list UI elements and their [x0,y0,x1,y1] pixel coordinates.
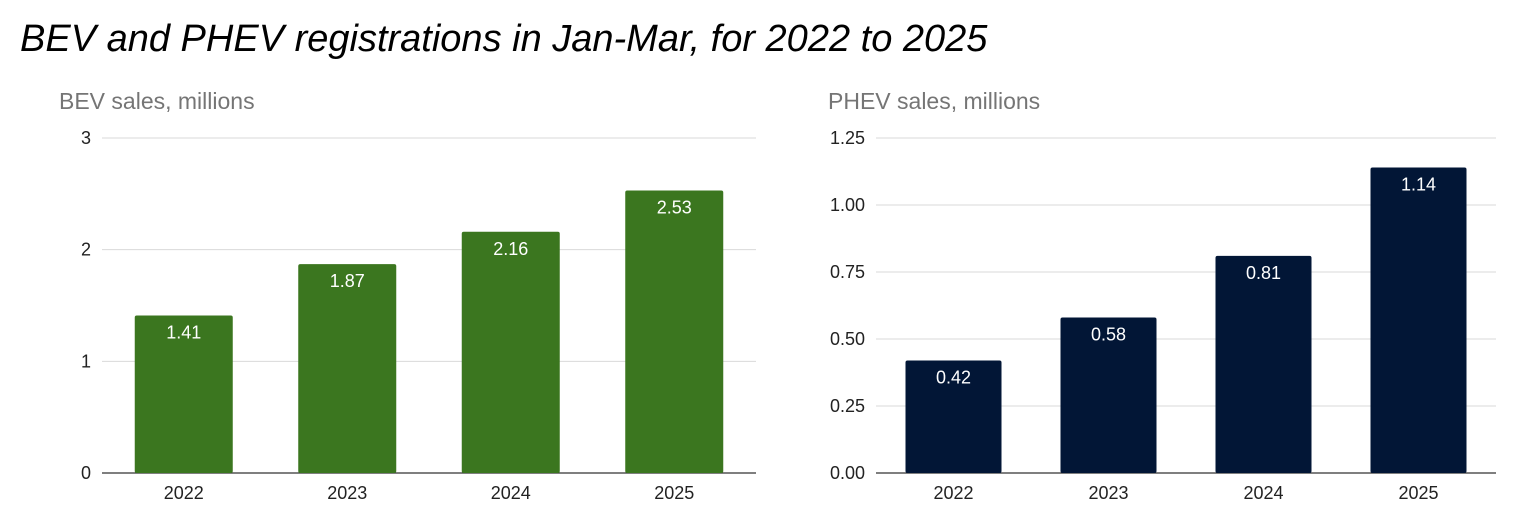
phev-data-labels: 0.42 0.58 0.81 1.14 [936,174,1436,387]
phev-data-label: 0.42 [936,367,971,387]
bev-x-tick-label: 2022 [164,483,204,503]
phev-x-tick-label: 2022 [933,483,973,503]
bev-bar-2022 [134,315,233,473]
phev-bar-2024 [1215,255,1312,473]
bev-data-label: 1.41 [166,323,201,343]
phev-bar-2025 [1370,167,1467,474]
bev-bar-2023 [298,264,397,473]
phev-y-tick-label: 0.75 [830,262,865,282]
phev-data-label: 0.81 [1246,263,1281,283]
bev-chart-title: BEV sales, millions [59,88,255,114]
bev-y-tick-label: 3 [81,128,91,148]
bev-x-tick-label: 2025 [654,483,694,503]
phev-bar-2023 [1060,317,1157,473]
bev-x-tick-label: 2024 [491,483,531,503]
phev-bars [905,167,1467,474]
phev-y-tick-label: 1.00 [830,195,865,215]
bev-y-tick-label: 0 [81,463,91,483]
bev-x-axis: 2022 2023 2024 2025 [164,483,695,503]
phev-chart-title: PHEV sales, millions [828,88,1040,114]
phev-y-tick-label: 0.50 [830,329,865,349]
bev-data-label: 2.16 [493,239,528,259]
bev-bars [134,190,724,473]
phev-y-axis: 0.00 0.25 0.50 0.75 1.00 1.25 [830,128,865,483]
bev-chart: BEV sales, millions 1.41 1.87 2.16 2.53 0 1 2… [59,88,756,503]
bev-data-label: 1.87 [330,271,365,291]
phev-bar-2022 [905,360,1002,473]
bev-bar-2024 [461,231,560,473]
bev-bar-2025 [625,190,724,473]
phev-x-axis: 2022 2023 2024 2025 [933,483,1438,503]
phev-y-tick-label: 0.25 [830,396,865,416]
phev-x-tick-label: 2024 [1243,483,1283,503]
phev-chart: PHEV sales, millions 0.42 0.58 0.81 1.14 0.… [828,88,1496,503]
phev-x-tick-label: 2025 [1398,483,1438,503]
phev-y-tick-label: 0.00 [830,463,865,483]
bev-x-tick-label: 2023 [327,483,367,503]
phev-data-label: 0.58 [1091,325,1126,345]
main-title: BEV and PHEV registrations in Jan-Mar, f… [20,18,988,60]
bev-data-labels: 1.41 1.87 2.16 2.53 [166,197,692,342]
bev-data-label: 2.53 [657,197,692,217]
bev-y-tick-label: 2 [81,240,91,260]
bev-y-axis: 0 1 2 3 [81,128,91,483]
phev-data-label: 1.14 [1401,174,1436,194]
phev-y-tick-label: 1.25 [830,128,865,148]
bev-y-tick-label: 1 [81,351,91,371]
phev-x-tick-label: 2023 [1088,483,1128,503]
